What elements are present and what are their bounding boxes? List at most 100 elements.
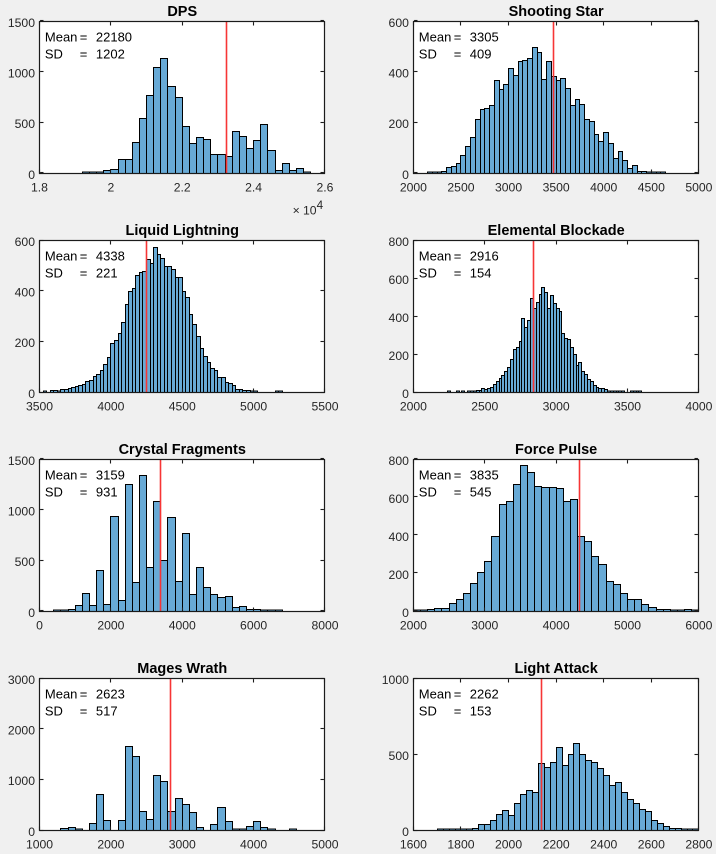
svg-text:2000: 2000 [495,838,522,852]
svg-text:5000: 5000 [240,400,267,414]
svg-text:Mean: Mean [45,468,78,483]
svg-text:=: = [80,249,88,264]
svg-text:Crystal Fragments: Crystal Fragments [119,442,246,458]
svg-text:Elemental Blockade: Elemental Blockade [488,223,625,239]
svg-text:400: 400 [389,311,410,325]
svg-text:=: = [454,687,462,702]
svg-text:Shooting Star: Shooting Star [509,4,604,20]
svg-text:8000: 8000 [311,619,338,633]
svg-text:0: 0 [28,387,35,401]
svg-text:=: = [454,249,462,264]
svg-text:2916: 2916 [470,249,499,264]
svg-text:200: 200 [389,568,410,582]
svg-text:=: = [80,468,88,483]
svg-text:=: = [454,485,462,500]
svg-text:DPS: DPS [167,4,197,20]
svg-text:3000: 3000 [495,181,522,195]
svg-text:931: 931 [96,485,118,500]
svg-text:Mages Wrath: Mages Wrath [137,661,227,677]
svg-text:221: 221 [96,266,118,281]
svg-text:0: 0 [28,606,35,620]
svg-text:3000: 3000 [471,619,498,633]
svg-text:2800: 2800 [685,838,712,852]
svg-text:4000: 4000 [590,181,617,195]
svg-text:5000: 5000 [311,838,338,852]
svg-text:517: 517 [96,704,118,719]
svg-text:0: 0 [402,387,409,401]
svg-text:SD: SD [45,704,63,719]
svg-text:SD: SD [419,266,437,281]
svg-text:4338: 4338 [96,249,125,264]
svg-text:SD: SD [419,485,437,500]
svg-text:Force Pulse: Force Pulse [515,442,597,458]
svg-text:200: 200 [389,117,410,131]
svg-text:Mean: Mean [419,249,452,264]
svg-text:SD: SD [45,266,63,281]
svg-text:Liquid Lightning: Liquid Lightning [125,223,239,239]
svg-text:3500: 3500 [614,400,641,414]
svg-text:600: 600 [389,273,410,287]
svg-text:1500: 1500 [8,454,35,468]
svg-text:5500: 5500 [311,400,338,414]
svg-text:2000: 2000 [400,619,427,633]
svg-text:500: 500 [389,749,410,763]
svg-text:Light Attack: Light Attack [515,661,599,677]
svg-text:2200: 2200 [543,838,570,852]
svg-text:3000: 3000 [8,673,35,687]
svg-text:800: 800 [389,454,410,468]
svg-text:200: 200 [15,336,36,350]
svg-text:4500: 4500 [638,181,665,195]
svg-text:22180: 22180 [96,30,132,45]
svg-text:=: = [454,47,462,62]
svg-text:1000: 1000 [8,66,35,80]
svg-text:800: 800 [389,235,410,249]
svg-text:0: 0 [402,168,409,182]
svg-text:2623: 2623 [96,687,125,702]
svg-text:0: 0 [28,825,35,839]
svg-text:1.8: 1.8 [31,181,48,195]
svg-text:545: 545 [470,485,492,500]
svg-text:4000: 4000 [240,838,267,852]
svg-text:1000: 1000 [26,838,53,852]
svg-text:600: 600 [389,16,410,30]
svg-text:2262: 2262 [470,687,499,702]
svg-text:4500: 4500 [169,400,196,414]
svg-text:400: 400 [15,285,36,299]
svg-text:3500: 3500 [26,400,53,414]
svg-text:0: 0 [402,825,409,839]
svg-text:4000: 4000 [685,400,712,414]
svg-text:=: = [80,704,88,719]
svg-text:4000: 4000 [97,400,124,414]
svg-text:=: = [80,266,88,281]
svg-text:2400: 2400 [590,838,617,852]
svg-text:Mean: Mean [419,30,452,45]
svg-text:0: 0 [36,619,43,633]
svg-text:Mean: Mean [45,687,78,702]
svg-text:=: = [454,30,462,45]
svg-text:SD: SD [45,47,63,62]
svg-text:1800: 1800 [447,838,474,852]
svg-text:500: 500 [15,555,36,569]
svg-text:1600: 1600 [400,838,427,852]
svg-text:1000: 1000 [382,673,409,687]
svg-text:=: = [454,704,462,719]
svg-text:2.6: 2.6 [317,181,334,195]
svg-text:2000: 2000 [97,619,124,633]
svg-text:3835: 3835 [470,468,499,483]
svg-text:=: = [80,30,88,45]
svg-text:6000: 6000 [685,619,712,633]
svg-text:0: 0 [28,168,35,182]
svg-text:2000: 2000 [97,838,124,852]
svg-text:=: = [454,468,462,483]
svg-text:3000: 3000 [169,838,196,852]
svg-text:154: 154 [470,266,492,281]
svg-text:1202: 1202 [96,47,125,62]
svg-text:SD: SD [419,47,437,62]
svg-text:2500: 2500 [471,400,498,414]
svg-text:4000: 4000 [543,619,570,633]
svg-text:600: 600 [15,235,36,249]
svg-text:153: 153 [470,704,492,719]
svg-text:SD: SD [45,485,63,500]
svg-text:=: = [454,266,462,281]
svg-text:Mean: Mean [419,687,452,702]
